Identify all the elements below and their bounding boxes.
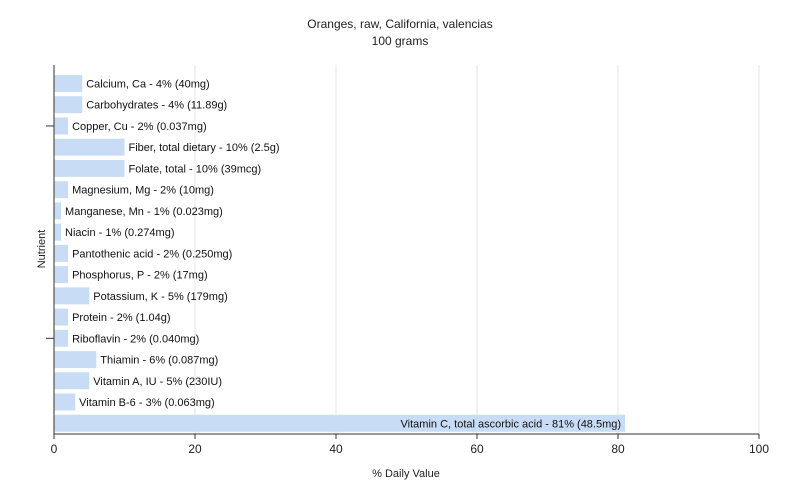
x-ticks: 0 20 40 60 80 100 [51, 434, 769, 456]
bar [54, 159, 125, 177]
bar [54, 393, 76, 411]
bar [54, 117, 69, 135]
bar [54, 244, 69, 262]
bar-label: Copper, Cu - 2% (0.037mg) [72, 121, 207, 133]
x-tick-label: 100 [749, 442, 769, 456]
bar-label: Potassium, K - 5% (179mg) [93, 291, 228, 303]
bar-label: Pantothenic acid - 2% (0.250mg) [72, 248, 232, 260]
bar [54, 96, 83, 114]
bar-label: Vitamin A, IU - 5% (230IU) [93, 376, 222, 388]
bar-label: Manganese, Mn - 1% (0.023mg) [65, 206, 223, 218]
bar [54, 414, 626, 432]
bar [54, 181, 69, 199]
bar [54, 308, 69, 326]
axes [46, 65, 759, 435]
bar-label: Thiamin - 6% (0.087mg) [100, 355, 218, 367]
bar-label: Vitamin C, total ascorbic acid - 81% (48… [401, 418, 622, 430]
chart-title: Oranges, raw, California, valencias [307, 17, 492, 31]
grid [194, 65, 760, 434]
x-tick-label: 80 [611, 442, 625, 456]
bars: Calcium, Ca - 4% (40mg) Carbohydrates - 4… [54, 75, 626, 432]
x-tick-label: 60 [470, 442, 484, 456]
bar-label: Calcium, Ca - 4% (40mg) [86, 78, 209, 90]
y-axis-label: Nutrient [36, 230, 48, 269]
bar [54, 202, 62, 220]
x-tick-label: 20 [188, 442, 202, 456]
bar [54, 372, 90, 390]
bar [54, 287, 90, 305]
bar-label: Carbohydrates - 4% (11.89g) [86, 100, 227, 112]
bar [54, 266, 69, 284]
bar-label: Niacin - 1% (0.274mg) [65, 227, 174, 239]
bar-label: Folate, total - 10% (39mcg) [129, 163, 262, 175]
bar [54, 138, 125, 156]
bar [54, 329, 69, 347]
bar [54, 351, 97, 369]
bar-label: Magnesium, Mg - 2% (10mg) [72, 185, 214, 197]
bar-label: Phosphorus, P - 2% (17mg) [72, 270, 208, 282]
x-tick-label: 40 [329, 442, 343, 456]
bar [54, 223, 62, 241]
bar-label: Fiber, total dietary - 10% (2.5g) [129, 142, 280, 154]
bar [54, 75, 83, 92]
bar-label: Riboflavin - 2% (0.040mg) [72, 333, 199, 345]
bar-label: Vitamin B-6 - 3% (0.063mg) [79, 397, 215, 409]
x-tick-label: 0 [51, 442, 58, 456]
bar-label: Protein - 2% (1.04g) [72, 312, 170, 324]
chart-subtitle: 100 grams [372, 34, 429, 48]
x-axis-label: % Daily Value [372, 468, 440, 480]
